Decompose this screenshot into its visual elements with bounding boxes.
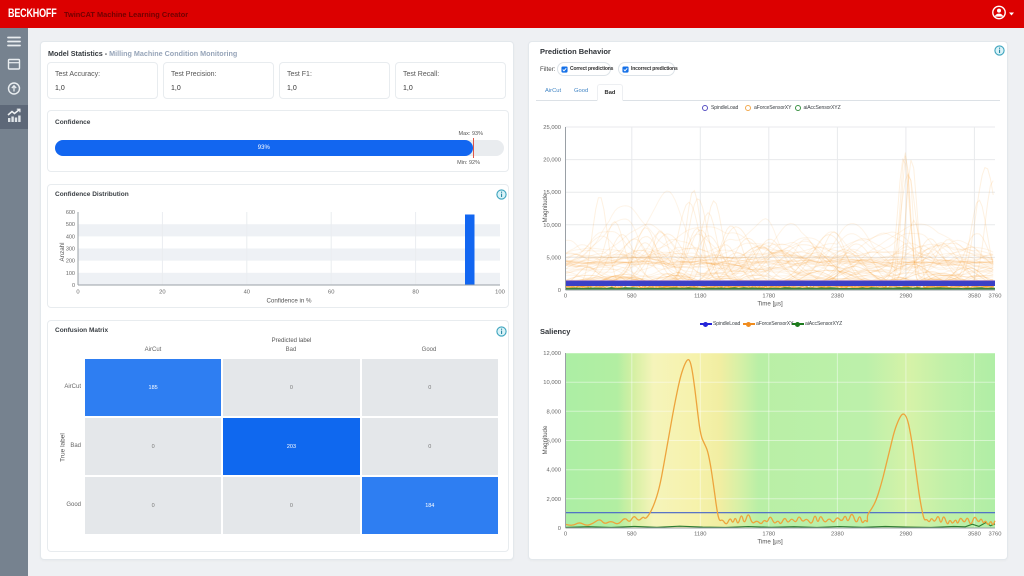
svg-text:0: 0 [564,294,567,300]
svg-text:0: 0 [72,283,75,289]
svg-text:12,000: 12,000 [543,351,561,357]
svg-text:1180: 1180 [694,532,706,538]
svg-text:10,000: 10,000 [543,380,561,386]
svg-text:1780: 1780 [762,532,775,538]
svg-text:25,000: 25,000 [543,125,561,131]
svg-text:2980: 2980 [899,294,912,300]
svg-text:580: 580 [627,532,637,538]
svg-text:0: 0 [558,288,561,294]
svg-text:20,000: 20,000 [543,158,561,164]
svg-text:80: 80 [412,290,418,296]
svg-text:580: 580 [627,294,637,300]
svg-text:2380: 2380 [831,294,844,300]
svg-text:Anzahl: Anzahl [59,243,66,262]
svg-text:2380: 2380 [831,532,844,538]
svg-text:0: 0 [558,526,561,532]
svg-text:3580: 3580 [968,294,981,300]
svg-text:8,000: 8,000 [546,409,561,415]
svg-text:400: 400 [66,234,75,240]
svg-text:15,000: 15,000 [543,190,561,196]
svg-text:2980: 2980 [899,532,912,538]
svg-text:100: 100 [495,290,505,296]
svg-text:Time [µs]: Time [µs] [757,539,783,546]
svg-text:500: 500 [66,222,75,228]
svg-text:Magnitude: Magnitude [542,425,549,454]
svg-text:1780: 1780 [762,294,775,300]
svg-text:10,000: 10,000 [543,223,561,229]
svg-text:0: 0 [76,290,79,296]
svg-text:100: 100 [66,271,75,277]
svg-text:40: 40 [244,290,250,296]
svg-text:60: 60 [328,290,334,296]
svg-text:5,000: 5,000 [546,255,561,261]
svg-text:4,000: 4,000 [546,468,561,474]
svg-text:Confidence in %: Confidence in % [266,298,312,305]
svg-text:Time [µs]: Time [µs] [757,301,783,308]
svg-text:0: 0 [564,532,567,538]
svg-text:2,000: 2,000 [546,497,561,503]
svg-text:Magnitude: Magnitude [542,193,549,222]
svg-text:3760: 3760 [989,532,1002,538]
svg-text:3760: 3760 [989,294,1002,300]
svg-text:300: 300 [66,247,75,253]
svg-text:20: 20 [159,290,165,296]
svg-text:600: 600 [66,210,75,216]
svg-text:200: 200 [66,259,75,265]
svg-text:3580: 3580 [968,532,981,538]
svg-text:6,000: 6,000 [546,439,561,445]
svg-text:1180: 1180 [694,294,706,300]
